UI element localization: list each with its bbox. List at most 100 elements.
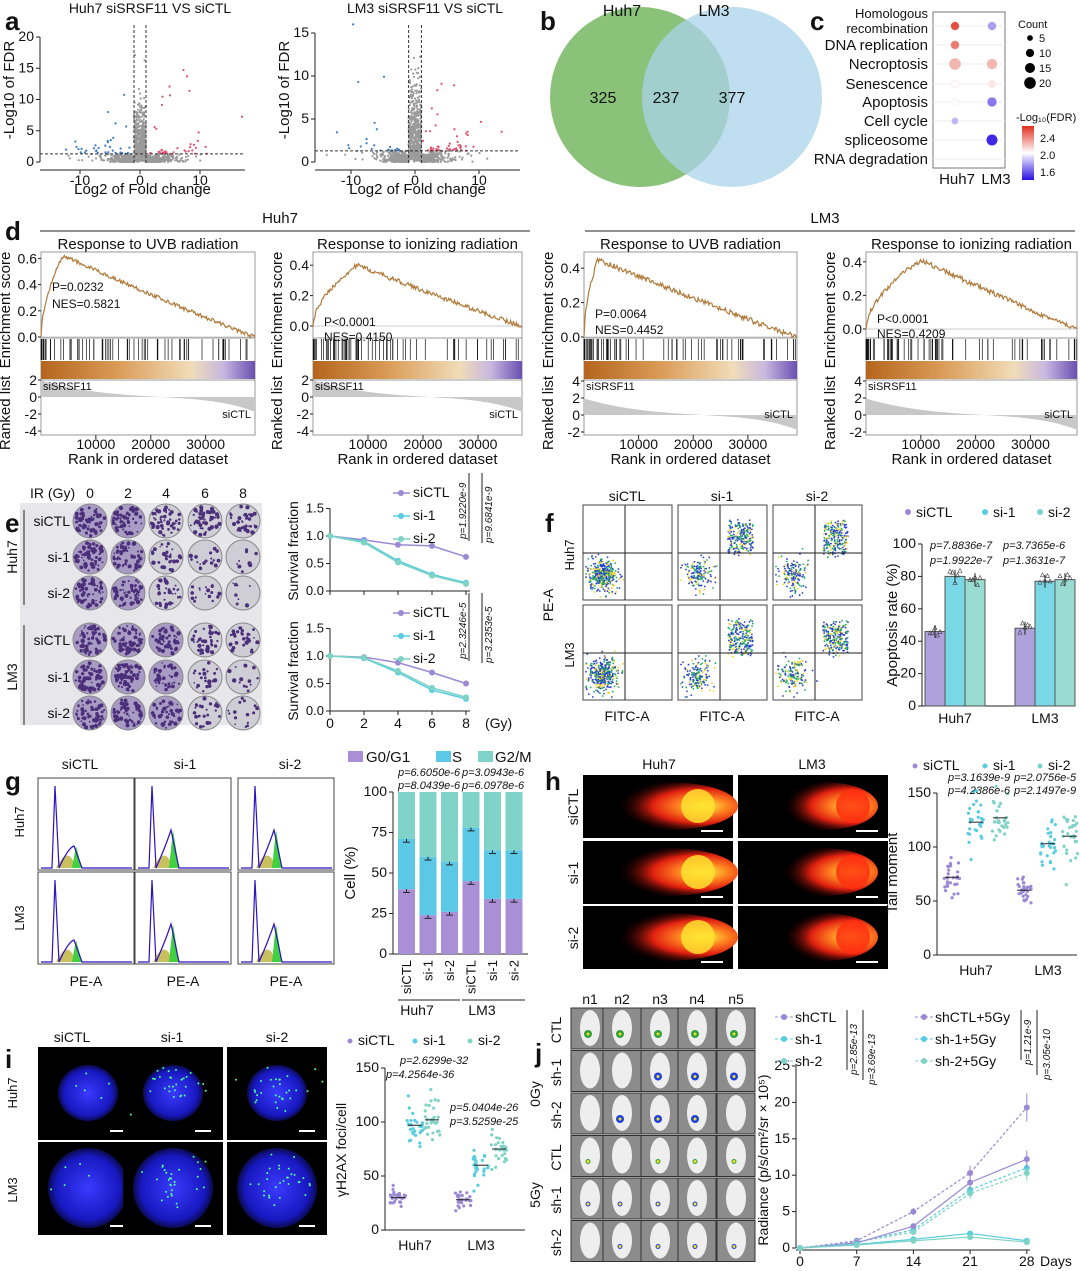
gene-point (410, 100, 414, 104)
colony (123, 698, 128, 703)
colony (192, 513, 195, 517)
colony (127, 684, 130, 686)
colony (243, 513, 246, 517)
colony (160, 710, 165, 714)
colony (194, 722, 199, 726)
colony (242, 699, 246, 703)
flow-event (593, 591, 596, 593)
gene-point (424, 130, 428, 133)
data-point (463, 694, 469, 701)
colony (82, 523, 87, 528)
colony (87, 698, 90, 701)
term-label: Necroptosis (849, 56, 928, 73)
y-axis-label: Enrichment score (0, 252, 14, 369)
colony (78, 524, 81, 527)
gene-point (111, 157, 114, 160)
colony (134, 507, 139, 512)
colony (210, 590, 214, 594)
colony (117, 685, 121, 688)
colony (159, 518, 162, 521)
data-point (463, 680, 469, 687)
colony (88, 582, 91, 585)
colony (125, 513, 128, 516)
y-tick-label: 4 (572, 373, 580, 389)
colony (168, 518, 172, 521)
row-label: si-1 (47, 669, 70, 685)
y-tick-label: 0.0 (290, 318, 310, 334)
gene-point (408, 89, 412, 92)
colony (119, 666, 122, 669)
colony (165, 587, 168, 590)
colony (116, 668, 119, 671)
gene-point (410, 157, 413, 160)
colony (177, 588, 180, 591)
colony (173, 638, 176, 641)
colony (164, 557, 168, 561)
colony (99, 718, 103, 721)
gene-point (153, 125, 156, 129)
colony (76, 582, 81, 587)
flow-event (609, 563, 612, 566)
colony (96, 627, 100, 631)
group-label: LM3 (4, 663, 20, 690)
data-point (327, 653, 333, 659)
legend-size-dot (1024, 77, 1036, 89)
gene-point (452, 84, 456, 87)
colony (121, 637, 125, 642)
colony (119, 708, 122, 711)
colony (140, 638, 144, 641)
colony (136, 720, 141, 724)
colony (100, 521, 103, 524)
colony (165, 545, 169, 548)
colony (116, 527, 119, 530)
colony (237, 516, 242, 521)
colony (244, 603, 250, 608)
colony (201, 514, 205, 518)
flow-event (607, 587, 610, 590)
panel-label: c (810, 6, 824, 36)
gene-point (140, 115, 143, 119)
gene-point (178, 153, 181, 156)
colony (97, 632, 101, 636)
gene-point (185, 75, 189, 78)
colony (159, 642, 162, 645)
colony (198, 587, 201, 590)
gene-point (500, 130, 503, 133)
gene-point (359, 145, 362, 148)
colony (140, 551, 143, 554)
colony (168, 685, 172, 688)
colony (162, 507, 168, 513)
y-axis-label: -Log10 of FDR (1, 41, 18, 140)
colony (83, 563, 88, 568)
gene-point (182, 68, 185, 72)
y-tick-label: 15 (293, 24, 309, 40)
gene-point (194, 146, 198, 149)
dose-label: 2 (124, 485, 132, 501)
colony (171, 684, 175, 689)
gene-point (411, 94, 415, 98)
colony (178, 518, 181, 521)
colony (75, 515, 78, 518)
colony (79, 565, 84, 570)
panel-label: d (5, 216, 21, 246)
colony (79, 649, 83, 653)
gene-point (196, 139, 199, 142)
gene-point (109, 139, 112, 142)
nes-value: NES=0.5821 (52, 297, 121, 311)
gene-point (106, 139, 109, 143)
gene-point (139, 124, 143, 127)
colony (158, 601, 162, 606)
colony (237, 598, 240, 601)
x-tick-label: 10000 (349, 436, 388, 452)
flow-event (615, 576, 618, 579)
colony (168, 554, 172, 559)
flow-event (599, 586, 601, 588)
row-label: si-2 (47, 585, 70, 601)
colony (161, 676, 166, 681)
colony (117, 631, 121, 635)
gene-point (404, 154, 407, 157)
colony (208, 631, 213, 635)
colony (174, 592, 177, 595)
colony (188, 553, 193, 559)
colony (87, 506, 91, 510)
